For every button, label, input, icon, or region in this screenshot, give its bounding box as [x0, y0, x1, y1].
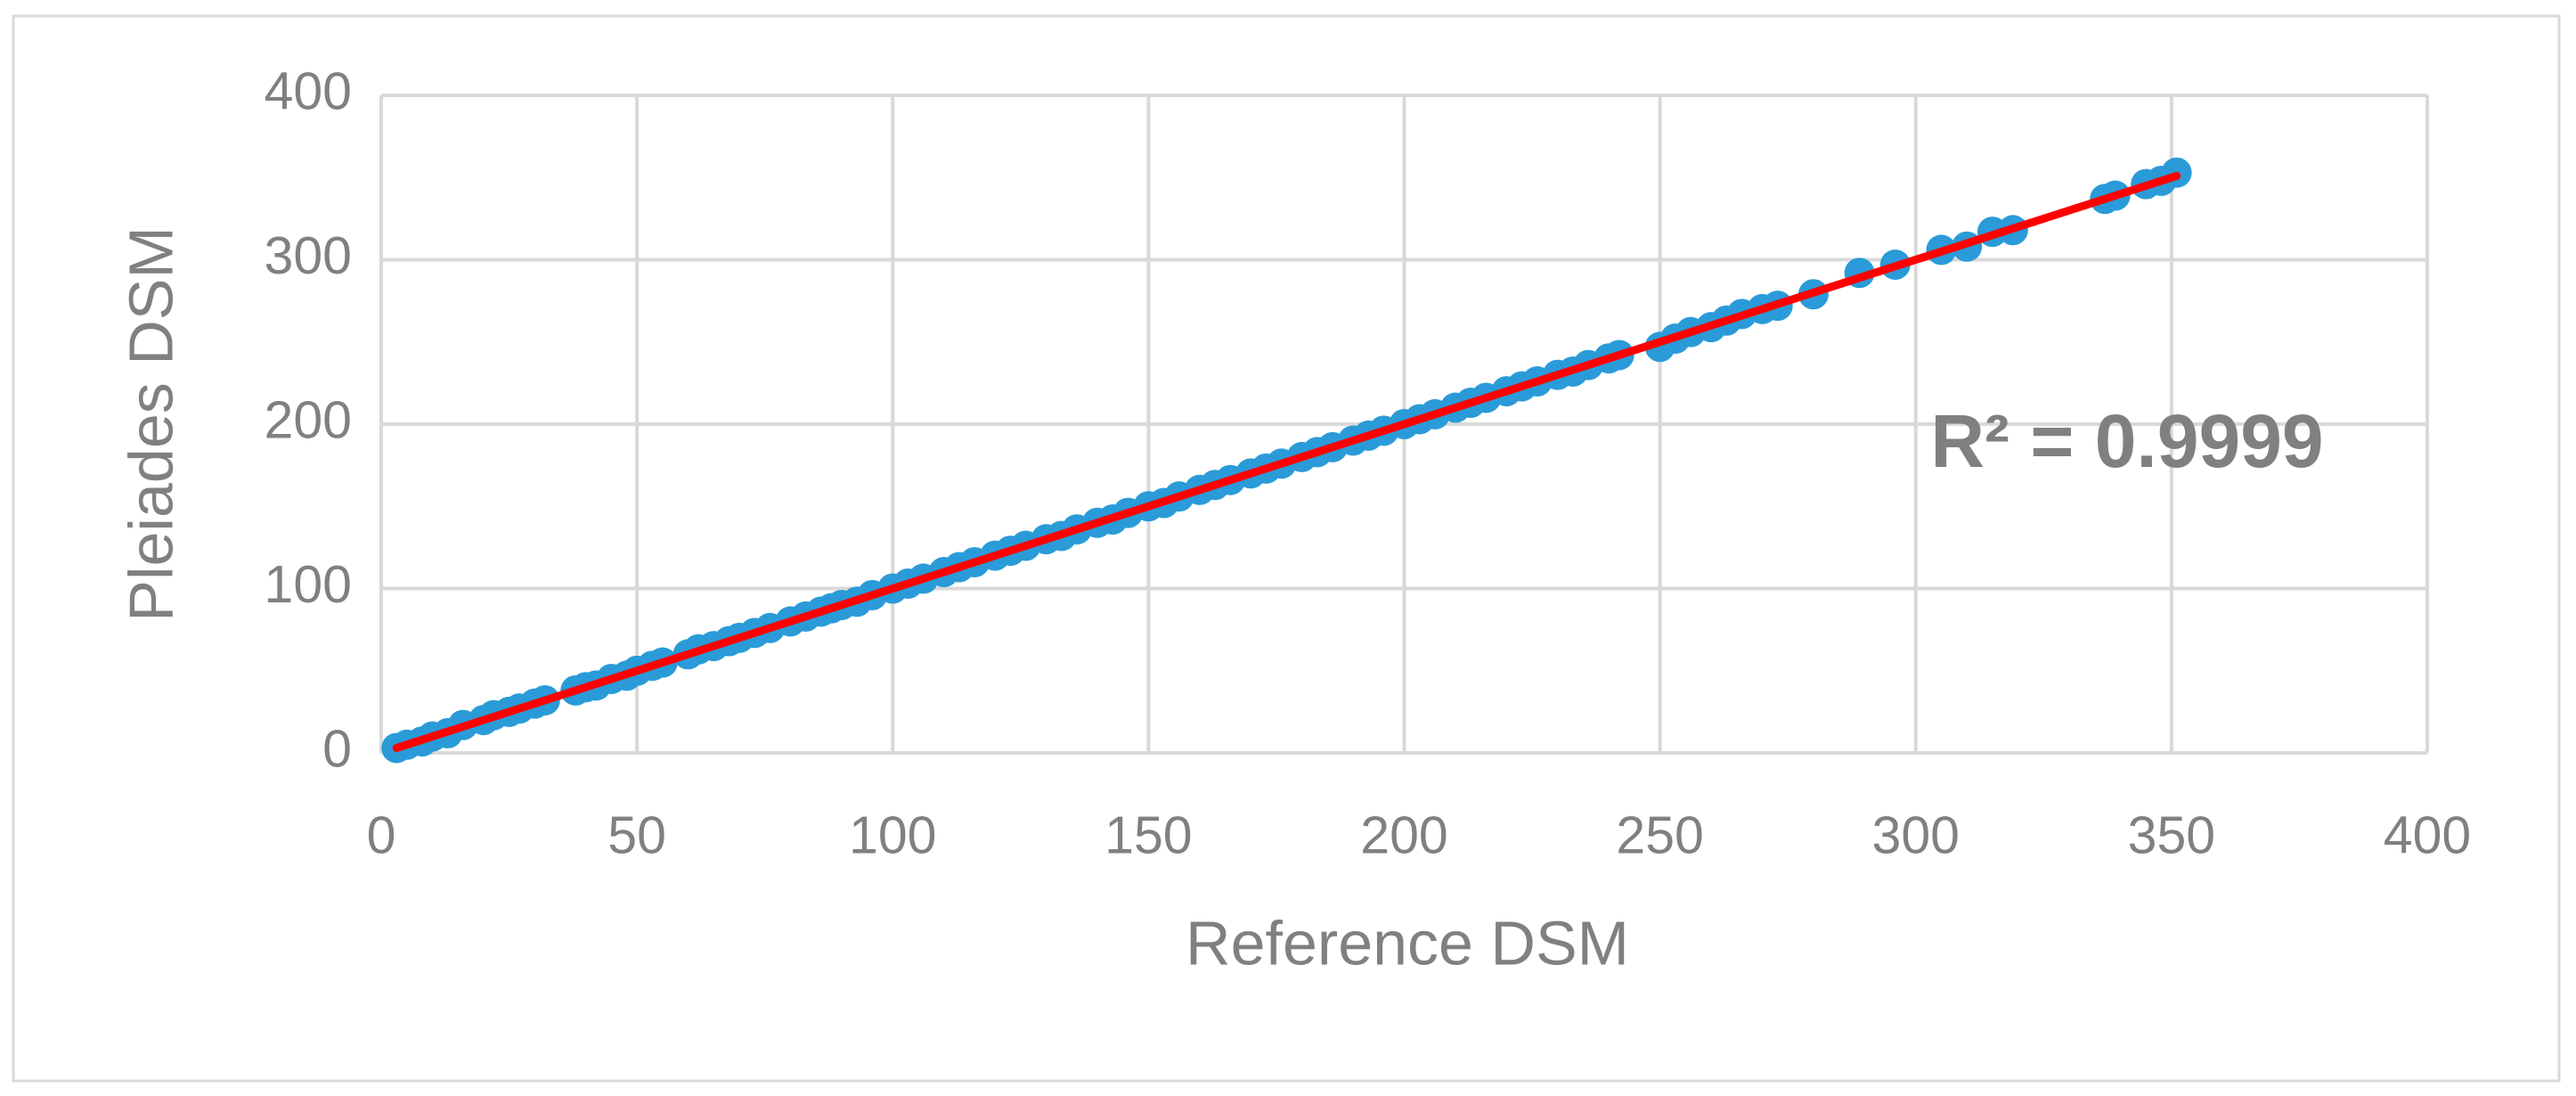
y-tick-label: 300 — [265, 226, 352, 285]
y-tick-label: 200 — [265, 391, 352, 450]
x-tick-label: 350 — [2128, 806, 2215, 865]
x-tick-label: 200 — [1360, 806, 1447, 865]
x-tick-label: 150 — [1105, 806, 1192, 865]
trendline — [392, 171, 2181, 752]
y-tick-label: 400 — [265, 62, 352, 121]
y-tick-label: 100 — [265, 555, 352, 614]
grid — [379, 94, 2429, 755]
x-tick-label: 400 — [2384, 806, 2471, 865]
x-tick-label: 300 — [1872, 806, 1960, 865]
x-tick-label: 0 — [367, 806, 396, 865]
y-axis-title: Pleiades DSM — [116, 226, 185, 622]
x-tick-label: 250 — [1616, 806, 1703, 865]
x-axis-title: Reference DSM — [1186, 908, 1629, 977]
r-squared-annotation: R² = 0.9999 — [1930, 399, 2323, 483]
y-tick-label: 0 — [322, 720, 352, 779]
marks — [381, 157, 2192, 764]
x-tick-label: 50 — [607, 806, 666, 865]
x-tick-label: 100 — [849, 806, 936, 865]
